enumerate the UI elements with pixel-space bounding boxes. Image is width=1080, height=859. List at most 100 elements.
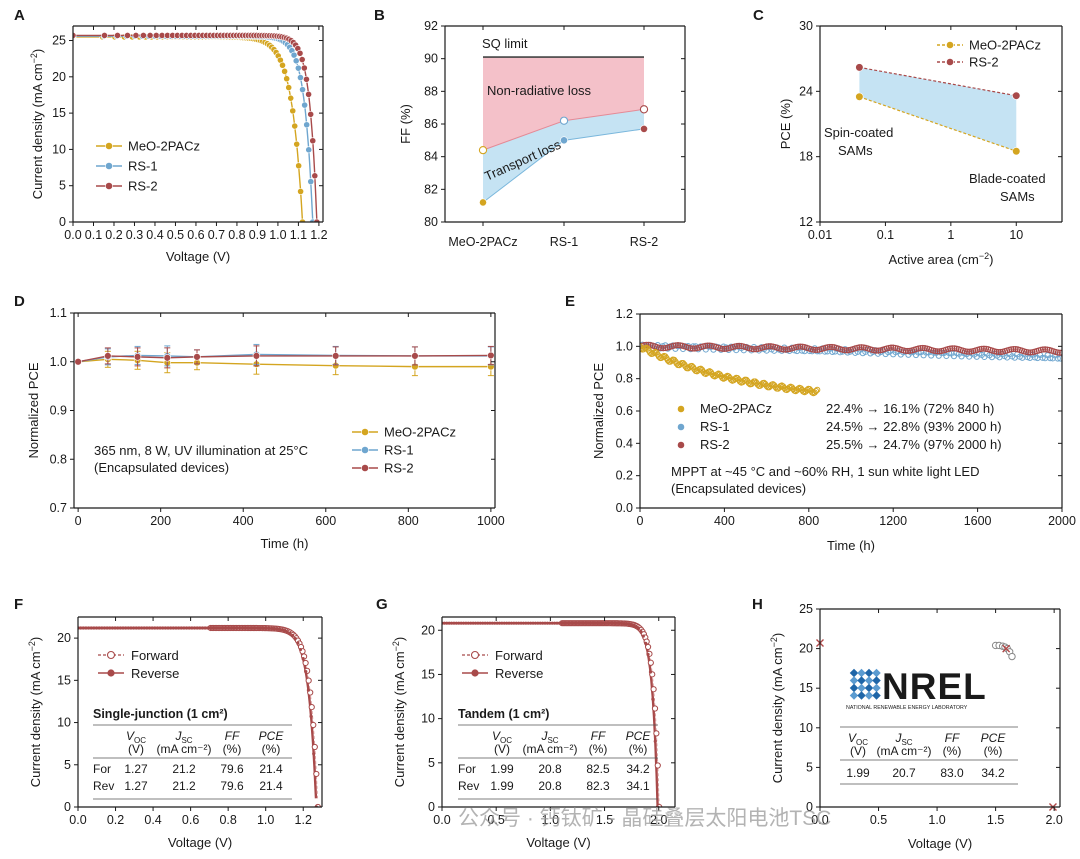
nrel-logo-mark [849, 683, 859, 693]
data-point [481, 621, 485, 625]
data-point [1027, 349, 1034, 356]
data-point [653, 739, 657, 743]
data-point [79, 626, 83, 630]
data-point [293, 140, 301, 148]
table-title: Tandem (1 cm²) [458, 707, 549, 721]
table-cell: 34.2 [981, 766, 1005, 780]
y-tick-label: 0 [64, 800, 71, 814]
data-point [949, 345, 956, 352]
data-point [279, 61, 286, 69]
data-point [500, 621, 504, 625]
data-point [659, 353, 666, 360]
data-point [841, 347, 848, 354]
data-point [644, 643, 652, 651]
legend-label: RS-2 [128, 179, 158, 194]
annotation-encapsulated: (Encapsulated devices) [671, 481, 806, 496]
data-point [545, 621, 550, 625]
transport-loss-area [483, 109, 644, 203]
data-point [169, 626, 173, 630]
data-point [155, 626, 160, 630]
data-point [102, 626, 107, 630]
data-point [478, 621, 482, 625]
panel-label: A [14, 7, 25, 24]
annotation-mppt: MPPT at ~45 °C and ~60% RH, 1 sun white … [671, 464, 979, 479]
data-point [574, 621, 578, 625]
data-point [97, 626, 101, 630]
data-point [733, 342, 741, 350]
data-point [301, 101, 309, 109]
data-point [1010, 345, 1017, 353]
x-tick-label: 0.01 [808, 228, 832, 242]
data-point [812, 346, 819, 354]
data-point [509, 621, 514, 625]
data-point [137, 626, 141, 630]
data-point [310, 721, 317, 729]
data-point [198, 626, 202, 630]
data-point [653, 730, 660, 737]
data-point [526, 621, 530, 625]
table-unit: (%) [262, 742, 281, 756]
data-point [311, 172, 319, 180]
data-point [951, 345, 958, 352]
table-cell: Rev [93, 779, 114, 793]
table-header-main: J [894, 731, 902, 745]
table-header-main: PCE [626, 729, 652, 743]
annotation-blade: Blade-coated [969, 171, 1046, 186]
data-point [240, 626, 244, 630]
data-point [812, 387, 820, 395]
data-point [114, 32, 121, 39]
data-point [934, 348, 941, 355]
data-point [483, 621, 487, 625]
data-point [142, 626, 146, 630]
panel-a-curves [73, 32, 321, 222]
x-tick-label: 0.0 [811, 813, 828, 827]
data-point [292, 57, 300, 65]
data-point [267, 626, 271, 630]
data-point [469, 621, 473, 625]
data-point [1031, 354, 1039, 361]
y-tick-label: 84 [424, 150, 438, 164]
data-point [728, 376, 735, 383]
data-point [305, 90, 312, 98]
data-point [445, 621, 449, 625]
y-tick-label: 15 [57, 673, 71, 687]
data-point [304, 670, 308, 674]
data-point [550, 621, 554, 625]
data-point [92, 626, 96, 630]
table-header-main: FF [591, 729, 606, 743]
data-point [495, 621, 499, 625]
y-tick-label: 5 [64, 758, 71, 772]
data-point [536, 621, 540, 625]
data-point [294, 64, 302, 72]
data-point [259, 626, 263, 630]
data-point [752, 346, 760, 353]
data-point [804, 386, 811, 394]
data-point [211, 626, 215, 630]
data-point [222, 626, 226, 630]
data-point [283, 75, 291, 83]
data-point [586, 621, 590, 625]
legend-stats: 22.4% → 16.1% (72% 840 h) [826, 401, 994, 416]
data-point [559, 116, 569, 125]
data-point [252, 352, 261, 360]
y-axis-label-main: Current density (mA cm [28, 651, 43, 787]
y-tick-label: 24 [799, 84, 813, 98]
table-header-main: J [174, 729, 182, 743]
y-tick-label: 1.0 [616, 339, 633, 353]
data-point [622, 621, 626, 626]
data-point [691, 345, 698, 352]
x-tick-label: 0.0 [433, 813, 450, 827]
data-point [624, 622, 629, 626]
data-point [290, 633, 295, 638]
data-point [124, 32, 131, 39]
data-point [634, 625, 638, 629]
y-axis-label-end: ) [28, 637, 43, 641]
x-tick-label: 0.0 [69, 813, 86, 827]
x-tick-label: 0.8 [228, 228, 245, 242]
panel-label: F [14, 596, 23, 613]
data-point [306, 688, 311, 692]
data-point [308, 704, 315, 711]
nrel-logo-mark [849, 668, 859, 678]
y-tick-label: 0.8 [50, 452, 67, 466]
table-header-sub: SC [547, 736, 558, 745]
